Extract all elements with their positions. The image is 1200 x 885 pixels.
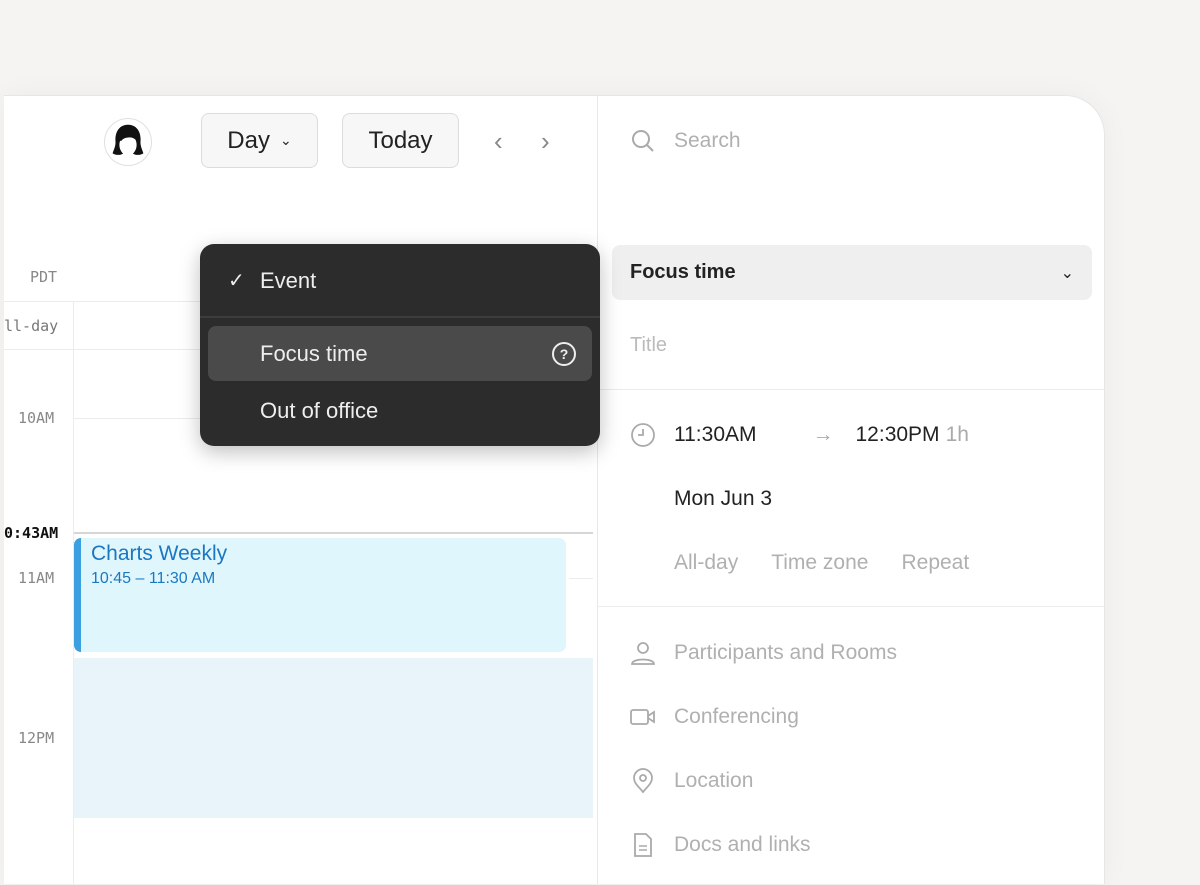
search-icon [630, 128, 656, 154]
event-detail-panel: Search Focus time ⌄ Title 11:30AM → 12:3… [597, 96, 1105, 884]
current-time-line [74, 532, 593, 534]
chevron-down-icon: ⌄ [1060, 264, 1074, 282]
event-title: Charts Weekly [91, 542, 228, 565]
focus-time-block[interactable] [74, 658, 593, 818]
hour-label: 11AM [18, 569, 55, 587]
menu-item-event[interactable]: ✓ Event [228, 267, 317, 293]
clock-icon [630, 422, 656, 448]
chevron-right-icon[interactable]: › [541, 126, 550, 156]
search-input[interactable]: Search [630, 128, 741, 154]
hour-label: 10AM [18, 409, 55, 427]
conferencing-field[interactable]: Conferencing [630, 704, 799, 730]
start-time[interactable]: 11:30AM [674, 423, 757, 446]
event-time: 10:45 – 11:30 AM [91, 570, 216, 587]
video-icon [630, 704, 656, 730]
event-date[interactable]: Mon Jun 3 [674, 487, 773, 510]
all-day-option[interactable]: All-day [674, 551, 739, 574]
current-time-label: 0:43AM [4, 524, 59, 542]
arrow-right-icon: → [812, 423, 834, 446]
timezone-label: PDT [30, 268, 58, 286]
menu-item-out-of-office[interactable]: Out of office [260, 397, 379, 423]
today-button[interactable]: Today [342, 113, 459, 168]
view-label: Day [227, 126, 270, 154]
hour-label: 12PM [18, 729, 55, 747]
repeat-option[interactable]: Repeat [901, 551, 970, 574]
end-time[interactable]: 12:30PM [855, 423, 940, 446]
chevron-left-icon[interactable]: ‹ [494, 126, 503, 156]
event-type-menu: ✓ Event Focus time ? Out of office [200, 244, 600, 446]
docs-field[interactable]: Docs and links [630, 832, 811, 858]
check-icon: ✓ [228, 270, 245, 292]
chevron-down-icon: ⌄ [279, 132, 292, 148]
menu-item-focus-time[interactable]: Focus time ? [208, 326, 592, 381]
all-day-label: ll-day [4, 317, 59, 335]
participants-field[interactable]: Participants and Rooms [630, 640, 897, 666]
person-icon [630, 640, 656, 666]
location-pin-icon [630, 768, 656, 794]
document-icon [630, 832, 656, 858]
calendar-window: Day ⌄ Today ‹ › PDT ll-day 10AM 11AM 12P… [4, 95, 1105, 885]
time-zone-option[interactable]: Time zone [771, 551, 869, 574]
location-field[interactable]: Location [630, 768, 753, 794]
view-select-button[interactable]: Day ⌄ [201, 113, 318, 168]
help-icon[interactable]: ? [552, 341, 576, 366]
event-type-select[interactable]: Focus time ⌄ [612, 245, 1092, 300]
title-input[interactable]: Title [630, 334, 668, 356]
event-charts-weekly[interactable]: Charts Weekly 10:45 – 11:30 AM [74, 538, 566, 652]
duration: 1h [945, 423, 969, 446]
avatar[interactable] [104, 118, 152, 166]
